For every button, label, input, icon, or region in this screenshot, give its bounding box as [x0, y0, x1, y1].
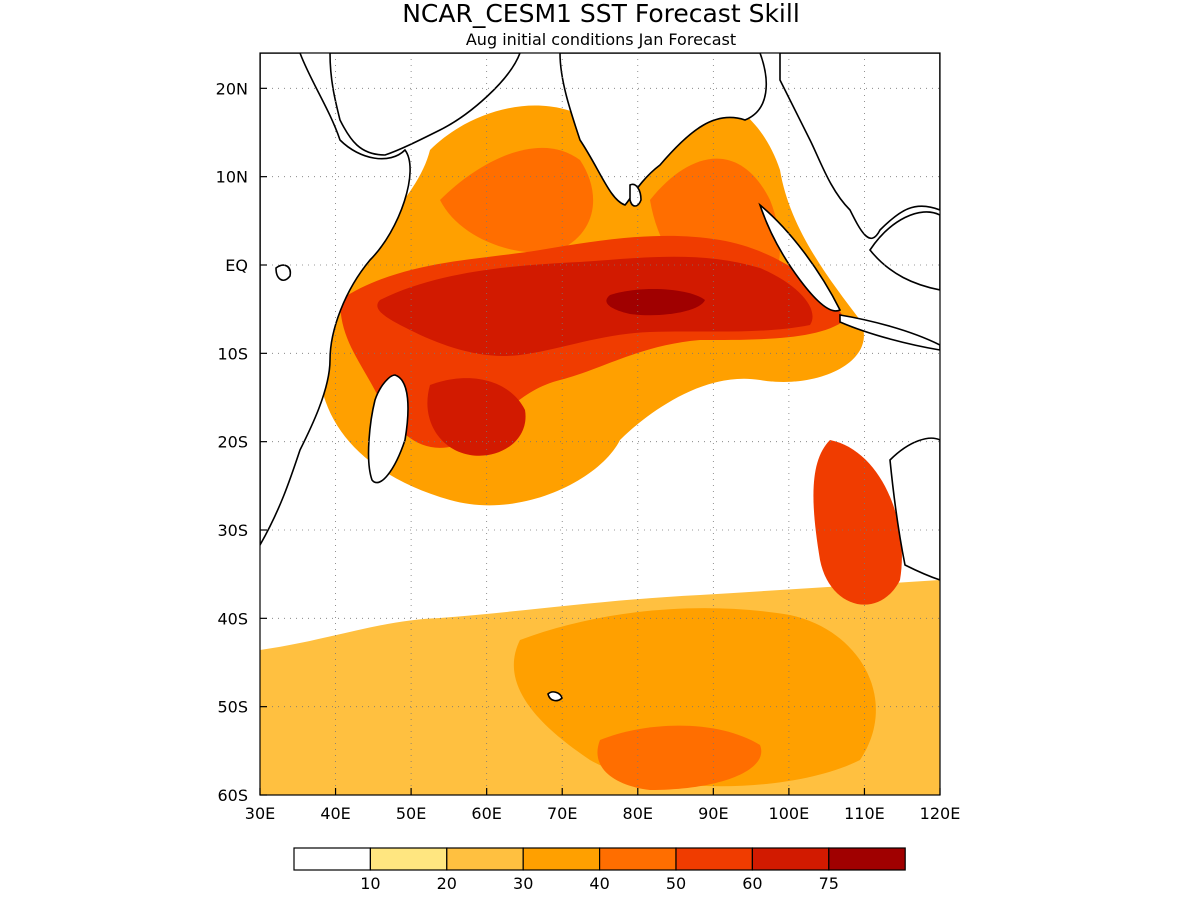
- contour-region-equatorial-max: [606, 288, 705, 316]
- coastline-borneo: [869, 211, 940, 291]
- x-tick-label: 40E: [320, 804, 350, 823]
- colorbar-label: 50: [666, 874, 686, 893]
- contour-region-arabian-sea: [440, 147, 594, 253]
- colorbar-label: 20: [437, 874, 457, 893]
- y-tick-label: 10N: [216, 168, 248, 187]
- y-tick-label: EQ: [225, 256, 248, 275]
- coastline-arabia: [329, 53, 521, 156]
- skill-field: [260, 98, 940, 795]
- map-plot-area: [260, 53, 940, 795]
- colorbar: 10 20 30 40 50 60 75: [293, 847, 906, 893]
- map-subtitle: Aug initial conditions Jan Forecast: [466, 30, 736, 49]
- colorbar-swatch: [828, 847, 906, 871]
- contour-region-madagascar-east: [427, 378, 526, 456]
- contour-region-australia-west: [813, 440, 902, 605]
- map-title: NCAR_CESM1 SST Forecast Skill: [402, 0, 800, 28]
- colorbar-label: 40: [589, 874, 609, 893]
- colorbar-label: 60: [742, 874, 762, 893]
- x-tick-label: 110E: [844, 804, 885, 823]
- x-tick-label: 100E: [769, 804, 810, 823]
- coastline-australia: [889, 437, 940, 581]
- colorbar-swatch: [598, 847, 677, 871]
- y-tick-label: 60S: [217, 786, 248, 805]
- colorbar-label: 10: [360, 874, 380, 893]
- x-tick-label: 70E: [547, 804, 577, 823]
- colorbar-swatch: [446, 847, 524, 871]
- y-tick-label: 40S: [217, 609, 248, 628]
- coastline-kerguelen: [547, 691, 563, 702]
- x-tick-label: 80E: [623, 804, 653, 823]
- x-axis: 30E 40E 50E 60E 70E 80E 90E 100E 110E 120E: [245, 788, 961, 823]
- colorbar-label: 75: [819, 874, 839, 893]
- coastline-africa: [260, 53, 411, 547]
- x-tick-label: 120E: [920, 804, 961, 823]
- x-tick-label: 60E: [471, 804, 501, 823]
- coastline-sumatra: [758, 202, 842, 312]
- contour-region-equatorial-core: [377, 256, 813, 356]
- colorbar-swatch: [675, 847, 754, 871]
- coastline-madagascar: [367, 374, 409, 484]
- coastline-socotra: [275, 264, 292, 281]
- coastline-java: [839, 314, 940, 351]
- x-tick-label: 30E: [245, 804, 275, 823]
- land-masses: [260, 53, 940, 702]
- colorbar-swatch: [522, 847, 601, 871]
- coastline-india: [559, 53, 768, 206]
- x-tick-label: 90E: [698, 804, 728, 823]
- y-tick-label: 20S: [217, 433, 248, 452]
- y-tick-label: 20N: [216, 79, 248, 98]
- coastline-sri-lanka: [629, 183, 642, 207]
- y-tick-label: 50S: [217, 698, 248, 717]
- graticule: [260, 53, 940, 795]
- y-axis: 20N 10N EQ 10S 20S 30S 40S 50S 60S: [216, 79, 267, 805]
- y-tick-label: 30S: [217, 521, 248, 540]
- x-tick-label: 50E: [396, 804, 426, 823]
- colorbar-label: 30: [513, 874, 533, 893]
- contour-region-south-east: [597, 725, 762, 790]
- colorbar-swatch: [751, 847, 830, 871]
- coastline-southeast-asia: [779, 53, 940, 239]
- colorbar-swatch: [369, 847, 448, 871]
- colorbar-swatch: [293, 847, 372, 871]
- plot-frame: [259, 52, 941, 796]
- y-tick-label: 10S: [217, 344, 248, 363]
